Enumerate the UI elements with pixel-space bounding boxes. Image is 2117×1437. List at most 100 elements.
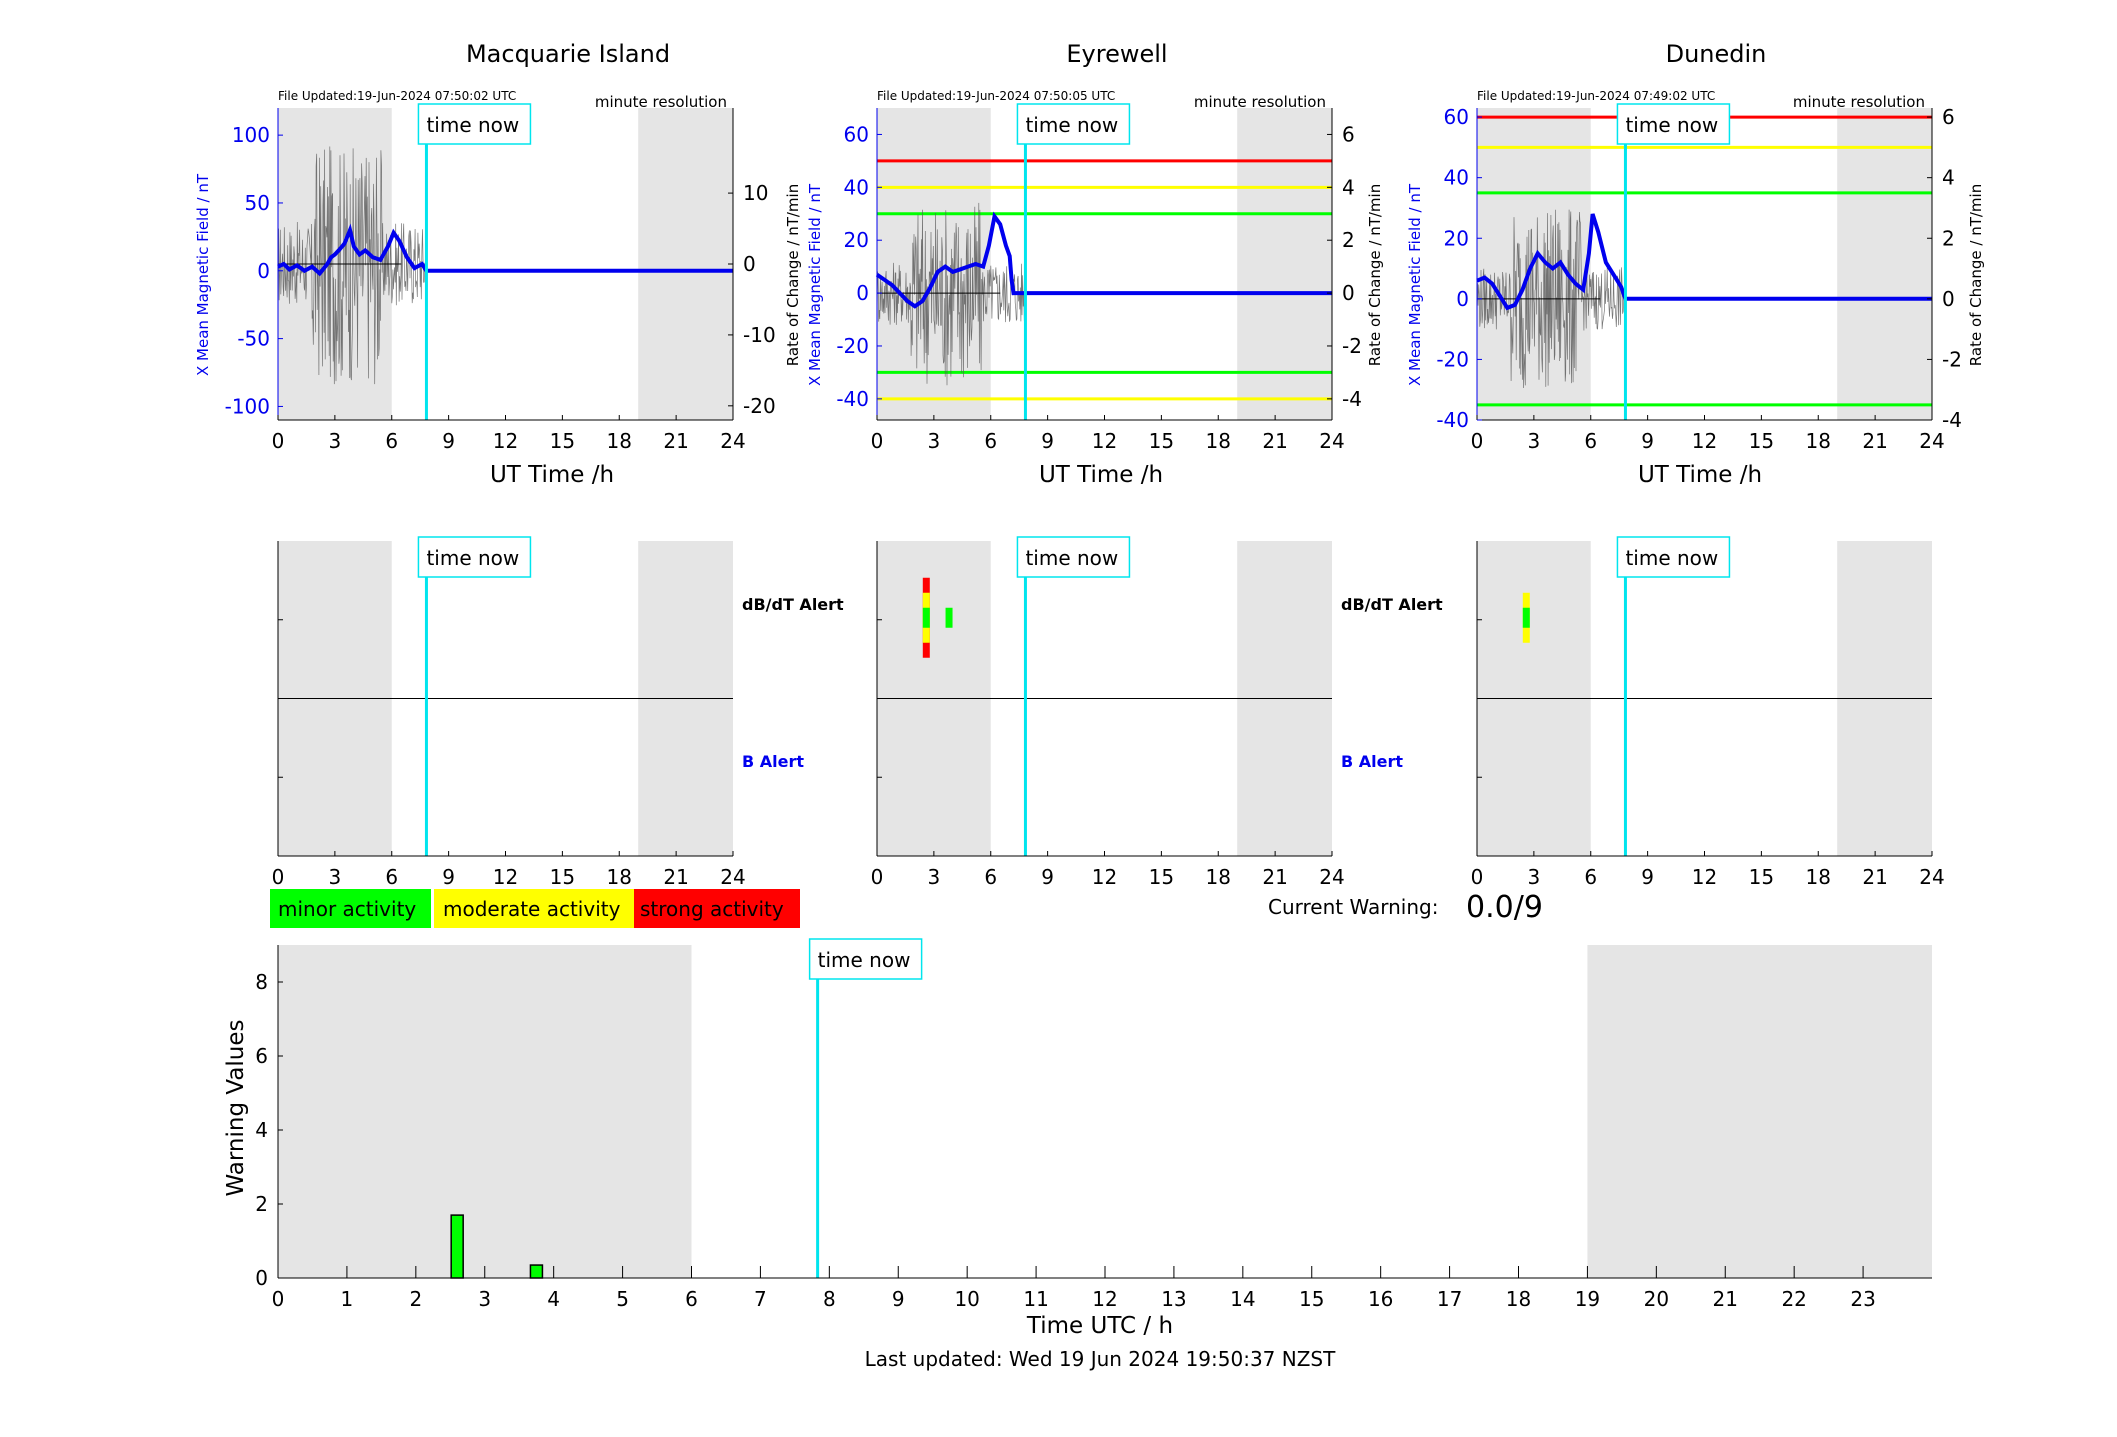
last-updated-footer: Last updated: Wed 19 Jun 2024 19:50:37 N… — [865, 1347, 1336, 1371]
x-tick-label: 12 — [493, 865, 518, 889]
x-tick-label: 14 — [1230, 1287, 1255, 1311]
x-tick-label: 24 — [1319, 865, 1344, 889]
time-now-label: time now — [1625, 113, 1718, 137]
dbdt-alert-bar-1-level-1 — [945, 607, 953, 628]
x-tick-label: 21 — [1713, 1287, 1738, 1311]
ylabel-right-eyrewell: Rate of Change / nT/min — [1366, 184, 1384, 366]
ylabel-right-dunedin: Rate of Change / nT/min — [1967, 184, 1985, 366]
y-left-tick-label: 50 — [245, 191, 270, 215]
time-now-label: time now — [1025, 113, 1118, 137]
xlabel-macquarie: UT Time /h — [490, 462, 614, 488]
dbdt-alert-bar-0-level-1 — [922, 607, 930, 628]
x-tick-label: 12 — [1692, 865, 1717, 889]
ylabel-left-eyrewell: X Mean Magnetic Field / nT — [806, 183, 824, 386]
x-tick-label: 3 — [928, 429, 941, 453]
alert-chart-macquarie: time now 0 3 6 9 12 15 18 21 24 — [272, 536, 746, 889]
x-tick-label: 24 — [1319, 429, 1344, 453]
x-tick-label: 9 — [442, 429, 455, 453]
night-shade-1 — [638, 108, 733, 420]
x-tick-label: 18 — [1206, 429, 1231, 453]
b-alert-label-dunedin: B Alert — [1341, 752, 1403, 771]
legend-moderate-swatch — [434, 889, 634, 928]
y-right-tick-label: -20 — [743, 394, 776, 418]
file-updated-dunedin: File Updated:19-Jun-2024 07:49:02 UTC — [1477, 89, 1715, 103]
x-tick-label: 15 — [550, 865, 575, 889]
x-tick-label: 13 — [1161, 1287, 1186, 1311]
x-tick-label: 0 — [272, 865, 285, 889]
x-tick-label: 12 — [493, 429, 518, 453]
x-tick-label: 18 — [607, 429, 632, 453]
y-right-tick-label: -4 — [1342, 387, 1362, 411]
night-shade-1 — [1587, 945, 1932, 1278]
chart-title-macquarie: Macquarie Island — [466, 40, 670, 68]
x-tick-label: 1 — [341, 1287, 354, 1311]
y-right-tick-label: 0 — [743, 252, 756, 276]
xlabel-eyrewell: UT Time /h — [1039, 462, 1163, 488]
time-now-label: time now — [1025, 546, 1118, 570]
x-tick-label: 12 — [1092, 1287, 1117, 1311]
x-tick-label: 6 — [1584, 429, 1597, 453]
x-tick-label: 15 — [1749, 865, 1774, 889]
y-left-tick-label: -100 — [225, 394, 270, 418]
y-left-tick-label: 40 — [1444, 166, 1469, 190]
x-tick-label: 18 — [607, 865, 632, 889]
x-tick-label: 0 — [871, 429, 884, 453]
time-now-box — [417, 536, 532, 578]
ylabel-left-dunedin: X Mean Magnetic Field / nT — [1406, 183, 1424, 386]
x-field-line — [875, 211, 1332, 309]
x-tick-label: 9 — [892, 1287, 905, 1311]
y-left-tick-label: 0 — [1456, 287, 1469, 311]
y-right-tick-label: 4 — [1942, 166, 1955, 190]
chart-title-dunedin: Dunedin — [1666, 40, 1767, 68]
x-tick-label: 0 — [272, 1287, 285, 1311]
current-warning-value: 0.0/9 — [1466, 890, 1543, 925]
x-tick-label: 3 — [1528, 429, 1541, 453]
x-tick-label: 17 — [1437, 1287, 1462, 1311]
alert-chart-dunedin: time now 0 3 6 9 12 15 18 21 24 — [1471, 536, 1945, 889]
time-now-label: time now — [818, 948, 911, 972]
resolution-note-eyrewell: minute resolution — [1194, 93, 1326, 111]
legend-minor-label: minor activity — [278, 897, 416, 921]
y-tick-label: 6 — [255, 1044, 268, 1068]
x-tick-label: 0 — [871, 865, 884, 889]
x-tick-label: 12 — [1692, 429, 1717, 453]
y-left-tick-label: -40 — [836, 387, 869, 411]
resolution-note-dunedin: minute resolution — [1793, 93, 1925, 111]
y-right-tick-label: 4 — [1342, 175, 1355, 199]
y-right-tick-label: -2 — [1942, 347, 1962, 371]
y-tick-label: 0 — [255, 1266, 268, 1290]
x-tick-label: 21 — [1262, 865, 1287, 889]
x-tick-label: 15 — [1299, 1287, 1324, 1311]
x-tick-label: 21 — [663, 865, 688, 889]
xlabel-dunedin: UT Time /h — [1638, 462, 1762, 488]
x-field-line — [1476, 213, 1932, 311]
y-left-tick-label: 0 — [856, 281, 869, 305]
current-warning-label: Current Warning: — [1268, 895, 1438, 919]
resolution-note-macquarie: minute resolution — [595, 93, 727, 111]
y-right-tick-label: -4 — [1942, 408, 1962, 432]
y-right-tick-label: 2 — [1942, 226, 1955, 250]
warning-bar-0 — [450, 1214, 464, 1279]
chart-title-eyrewell: Eyrewell — [1066, 40, 1167, 68]
activity-legend: minor activity moderate activity strong … — [270, 889, 800, 928]
x-tick-label: 10 — [954, 1287, 979, 1311]
dbdt-alert-bar-0-level-1 — [1522, 607, 1530, 628]
y-left-tick-label: 20 — [1444, 226, 1469, 250]
x-tick-label: 23 — [1850, 1287, 1875, 1311]
x-tick-label: 9 — [442, 865, 455, 889]
y-left-tick-label: 0 — [257, 259, 270, 283]
time-now-box — [1616, 103, 1731, 145]
time-now-label: time now — [426, 113, 519, 137]
x-tick-label: 21 — [1262, 429, 1287, 453]
x-tick-label: 8 — [823, 1287, 836, 1311]
x-tick-label: 24 — [720, 429, 745, 453]
y-right-tick-label: 0 — [1342, 281, 1355, 305]
ylabel-left-macquarie: X Mean Magnetic Field / nT — [194, 173, 212, 376]
x-tick-label: 0 — [1471, 429, 1484, 453]
x-tick-label: 24 — [720, 865, 745, 889]
warning-bar-1 — [529, 1264, 544, 1279]
